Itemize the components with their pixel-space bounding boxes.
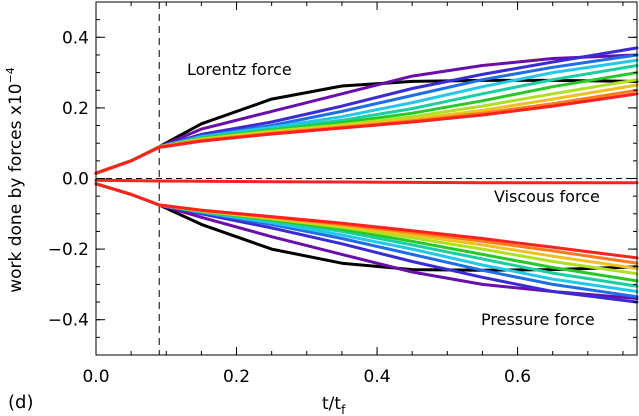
x-tick-label: 0.4: [364, 367, 391, 387]
lorentz-line-8: [94, 83, 639, 175]
panel-label: (d): [8, 392, 33, 413]
x-axis-label-main: t/t: [322, 394, 341, 414]
x-tick-label: 0.0: [82, 367, 109, 387]
x-axis-label: t/tf: [322, 394, 346, 416]
y-axis-label-exp: −4: [4, 67, 17, 83]
annotation-lorentz: Lorentz force: [187, 60, 292, 79]
lorentz-line-9: [94, 88, 639, 175]
y-axis-label-main: work done by forces x10: [6, 83, 26, 292]
y-tick-label: −0.4: [48, 311, 89, 331]
x-axis-label-sub: f: [341, 403, 346, 416]
y-tick-label: 0.2: [62, 99, 89, 119]
axis-ticks: 0.0 0.2 0.4 0.6 0.4 0.2 0.0 −0.2 −0.4: [48, 1, 637, 387]
y-tick-label: −0.2: [48, 240, 89, 260]
x-tick-label: 0.2: [223, 367, 250, 387]
lorentz-line-10: [94, 92, 639, 175]
reference-lines: [96, 2, 637, 355]
annotation-pressure: Pressure force: [481, 310, 595, 329]
series-lines: [94, 46, 639, 304]
viscous-line-0: [94, 178, 639, 185]
y-tick-label: 0.0: [62, 170, 89, 190]
y-tick-label: 0.4: [62, 28, 89, 48]
x-tick-label: 0.6: [504, 367, 531, 387]
pressure-line-10: [94, 182, 639, 260]
y-axis-label: work done by forces x10−4: [4, 67, 26, 293]
annotation-viscous: Viscous force: [494, 187, 600, 206]
